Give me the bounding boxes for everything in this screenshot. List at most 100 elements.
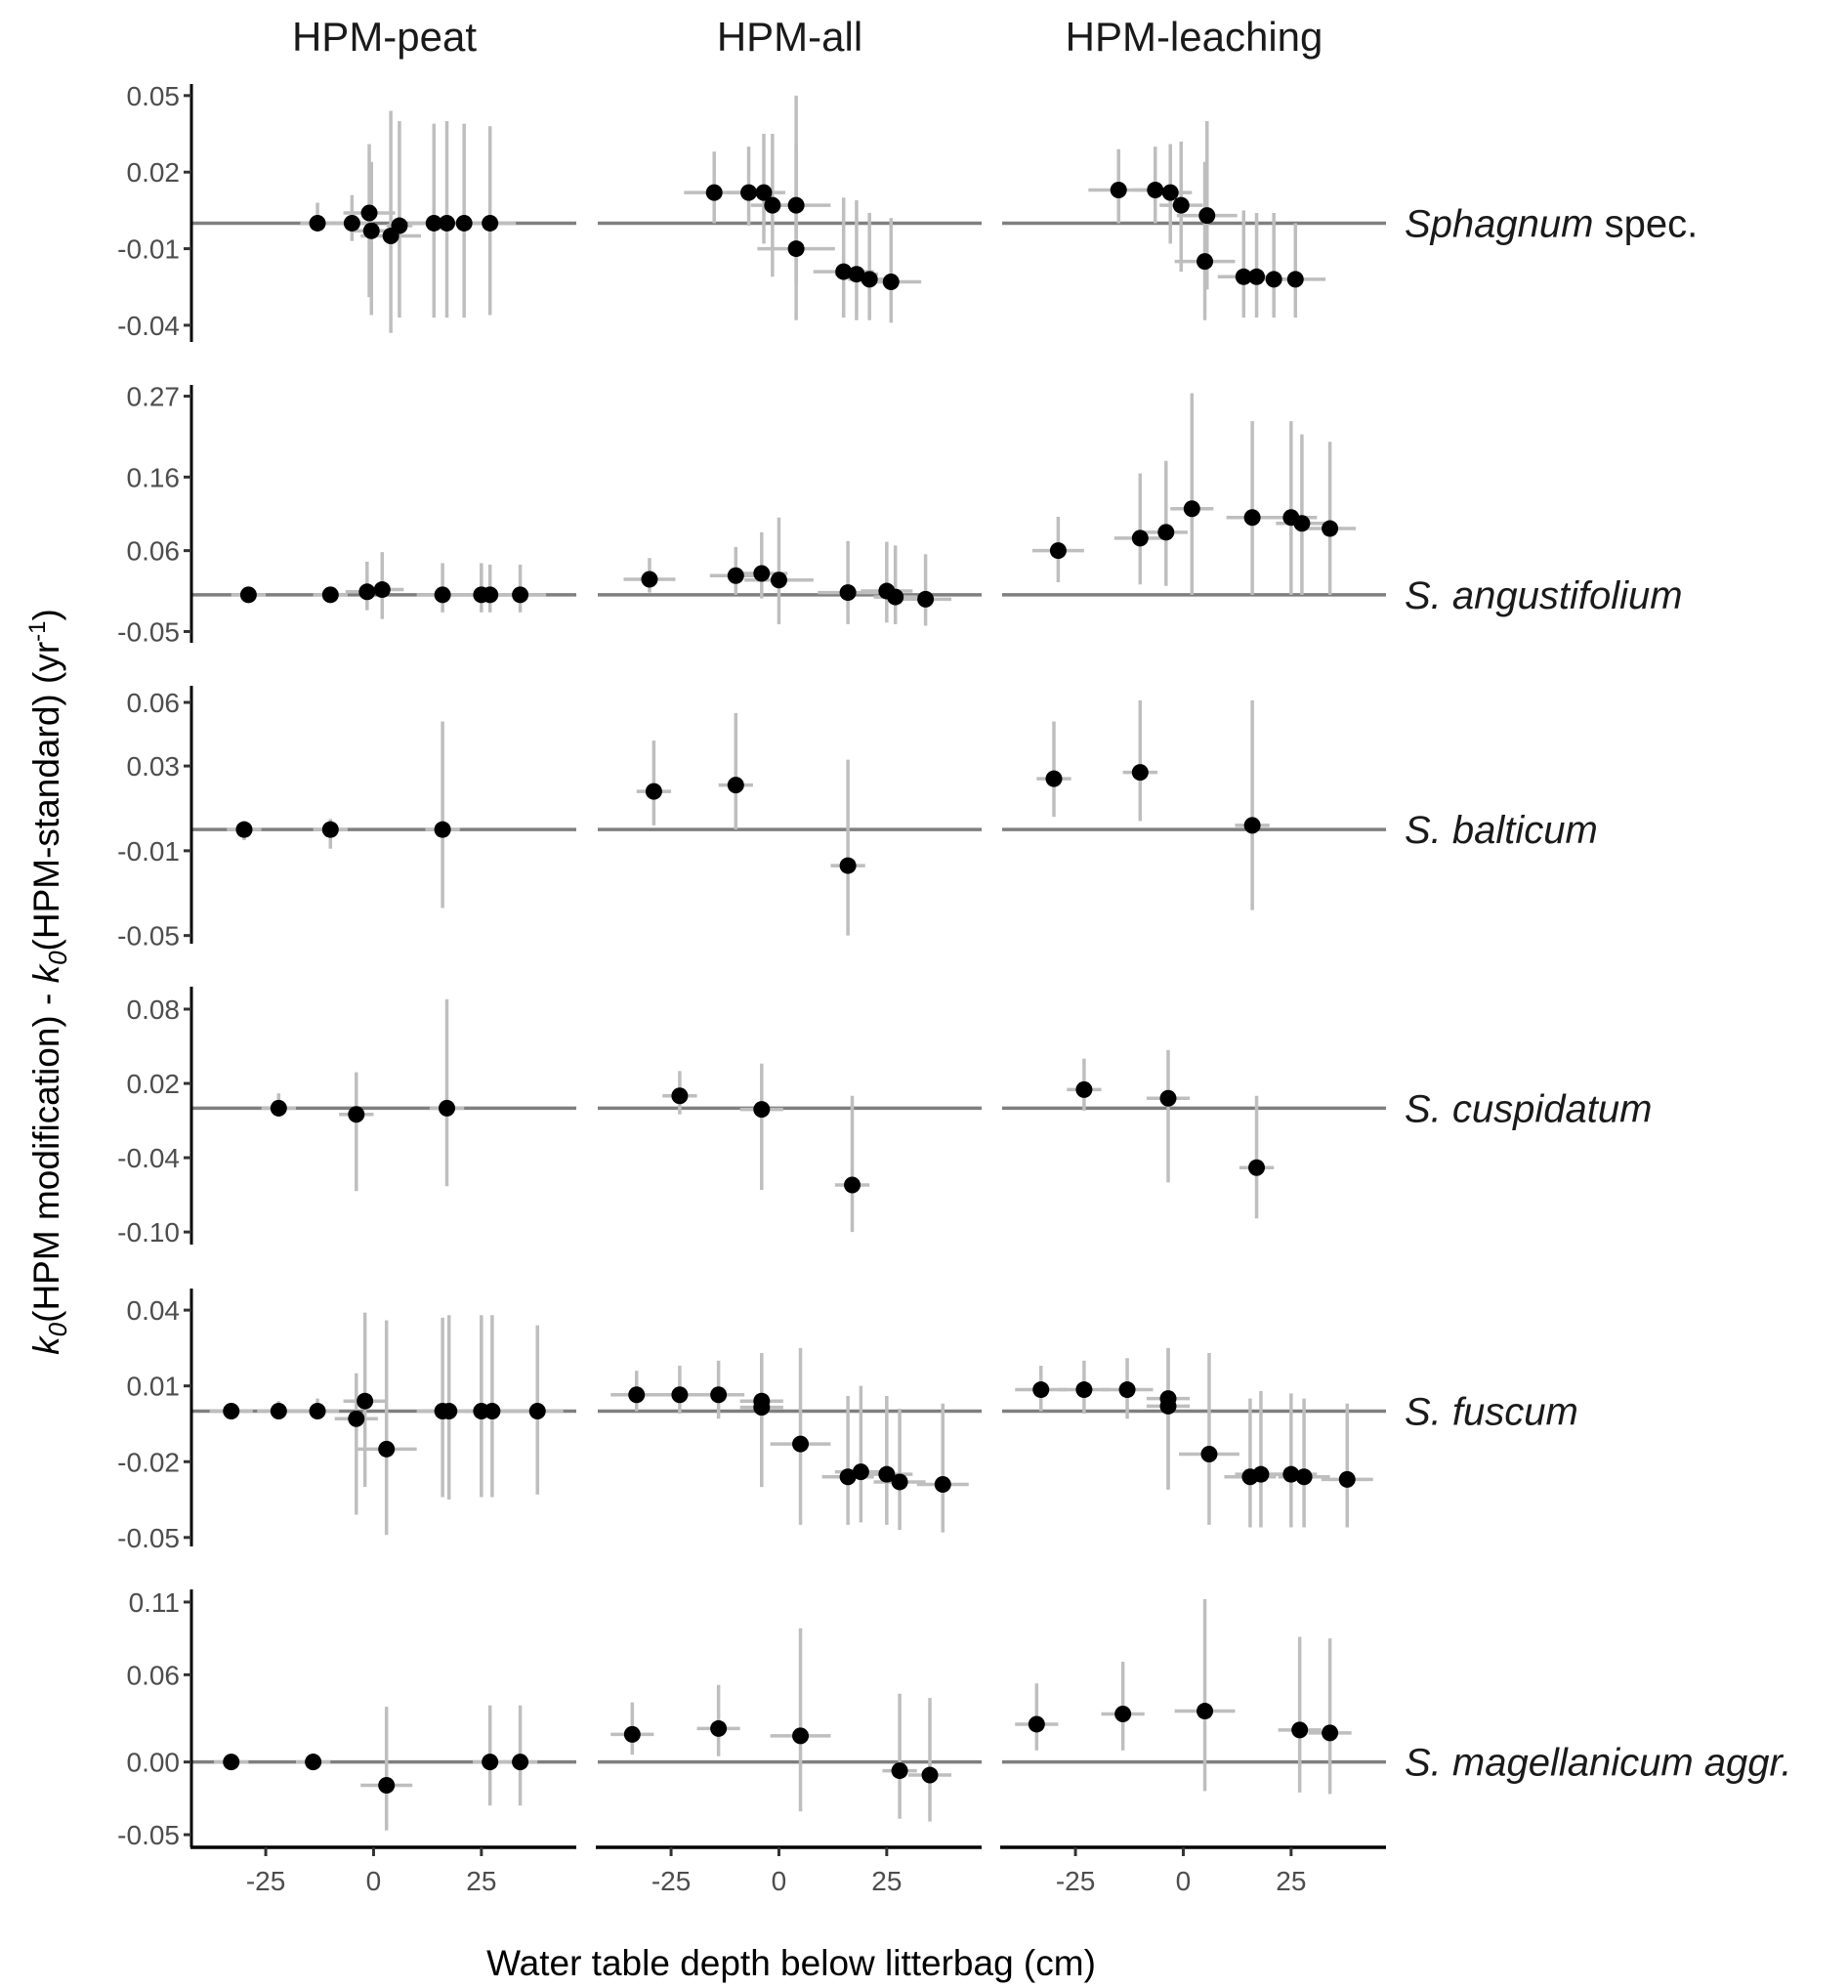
data-point xyxy=(482,214,499,232)
facet-row-label-italic: S. angustifolium xyxy=(1405,574,1683,617)
facet-row-label-italic: S. cuspidatum xyxy=(1405,1087,1652,1130)
data-point xyxy=(439,1099,456,1117)
data-point xyxy=(483,1403,501,1420)
facet-panel xyxy=(1002,1347,1386,1528)
data-point xyxy=(891,1473,908,1491)
data-point xyxy=(1131,764,1149,782)
x-tick-label: -25 xyxy=(1056,1866,1095,1896)
facet-panel xyxy=(598,1063,982,1233)
facet-panel xyxy=(598,1347,982,1533)
y-tick-label: 0.02 xyxy=(127,157,181,188)
data-point xyxy=(434,586,451,604)
data-point xyxy=(1322,520,1339,537)
data-point xyxy=(878,1465,896,1483)
data-point xyxy=(1172,196,1190,214)
data-point xyxy=(348,1106,365,1123)
data-point xyxy=(1198,207,1216,225)
data-point xyxy=(378,1440,396,1458)
data-point xyxy=(373,581,391,599)
y-axis-title: k0(HPM modification) - k0(HPM-standard) … xyxy=(24,609,72,1355)
data-point xyxy=(1293,515,1311,532)
facet-column-label: HPM-peat xyxy=(292,14,477,60)
data-point xyxy=(1159,1397,1177,1415)
data-point xyxy=(835,263,853,280)
data-point xyxy=(358,583,376,601)
data-point xyxy=(512,586,529,604)
data-point xyxy=(645,783,662,800)
data-point xyxy=(1252,1465,1270,1483)
y-tick-label: 0.01 xyxy=(127,1372,181,1402)
data-point xyxy=(425,214,442,232)
data-point xyxy=(434,821,451,838)
facet-panel xyxy=(192,1312,576,1536)
data-point xyxy=(710,1719,728,1737)
data-point xyxy=(917,590,935,608)
data-point xyxy=(861,271,878,288)
x-tick-label: 25 xyxy=(466,1866,496,1896)
data-point xyxy=(1131,529,1149,547)
data-point xyxy=(764,196,781,214)
data-point xyxy=(1183,500,1200,518)
data-point xyxy=(1291,1721,1309,1739)
x-tick-label: 25 xyxy=(871,1866,902,1896)
data-point xyxy=(305,1754,322,1771)
data-point xyxy=(1243,817,1261,834)
x-tick-label: 0 xyxy=(366,1866,382,1896)
y-tick-label: -0.04 xyxy=(117,311,180,341)
data-point xyxy=(1075,1381,1093,1399)
x-tick-label: -25 xyxy=(246,1866,285,1896)
data-point xyxy=(528,1403,546,1420)
facet-row-label-italic: Sphagnum xyxy=(1405,202,1593,245)
data-point xyxy=(1338,1470,1356,1488)
y-axis-title-sub: 0 xyxy=(43,1322,72,1336)
data-point xyxy=(792,1727,810,1745)
facet-panel xyxy=(598,517,982,626)
y-tick-label: 0.06 xyxy=(127,688,181,718)
data-point xyxy=(755,184,773,201)
data-point xyxy=(1248,268,1266,285)
data-point xyxy=(309,1403,326,1420)
y-tick-label: -0.05 xyxy=(117,921,180,952)
data-point xyxy=(727,567,744,584)
data-point xyxy=(362,222,380,239)
data-point xyxy=(844,1176,861,1194)
data-point xyxy=(1114,1706,1132,1723)
facet-row-label: S. angustifolium xyxy=(1405,574,1683,617)
data-point xyxy=(839,1468,857,1486)
data-point xyxy=(1049,542,1067,560)
y-tick-label: -0.01 xyxy=(117,836,180,867)
data-point xyxy=(753,565,771,582)
data-point xyxy=(1032,1381,1050,1399)
data-point xyxy=(1197,253,1214,271)
y-tick-label: -0.05 xyxy=(117,1820,180,1850)
y-axis-title-part2: (HPM-standard) (yr xyxy=(26,642,66,952)
data-point xyxy=(1075,1080,1093,1098)
data-point xyxy=(270,1403,287,1420)
data-point xyxy=(671,1386,689,1404)
data-point xyxy=(787,196,805,214)
data-point xyxy=(343,214,360,232)
data-point xyxy=(360,204,378,222)
data-point xyxy=(934,1476,951,1494)
x-axis-title: Water table depth below litterbag (cm) xyxy=(486,1943,1096,1983)
facet-panel xyxy=(1002,699,1386,910)
data-point xyxy=(740,184,758,201)
data-point xyxy=(839,857,857,874)
data-point xyxy=(1248,1159,1266,1176)
data-point xyxy=(321,586,339,604)
data-point xyxy=(671,1087,689,1105)
y-tick-label: -0.02 xyxy=(117,1447,180,1477)
facet-panel xyxy=(192,1705,576,1831)
data-point xyxy=(628,1386,646,1404)
facet-panel xyxy=(1002,1049,1386,1219)
data-point xyxy=(1235,268,1252,285)
y-tick-label: -0.01 xyxy=(117,234,180,265)
data-point xyxy=(623,1725,641,1743)
data-point xyxy=(839,584,857,602)
y-axis-title-close: ) xyxy=(26,609,66,620)
facet-row-label-plain: spec. xyxy=(1593,202,1698,245)
x-tick-label: 0 xyxy=(772,1866,787,1896)
facet-panel xyxy=(598,1628,982,1822)
data-point xyxy=(887,588,904,606)
